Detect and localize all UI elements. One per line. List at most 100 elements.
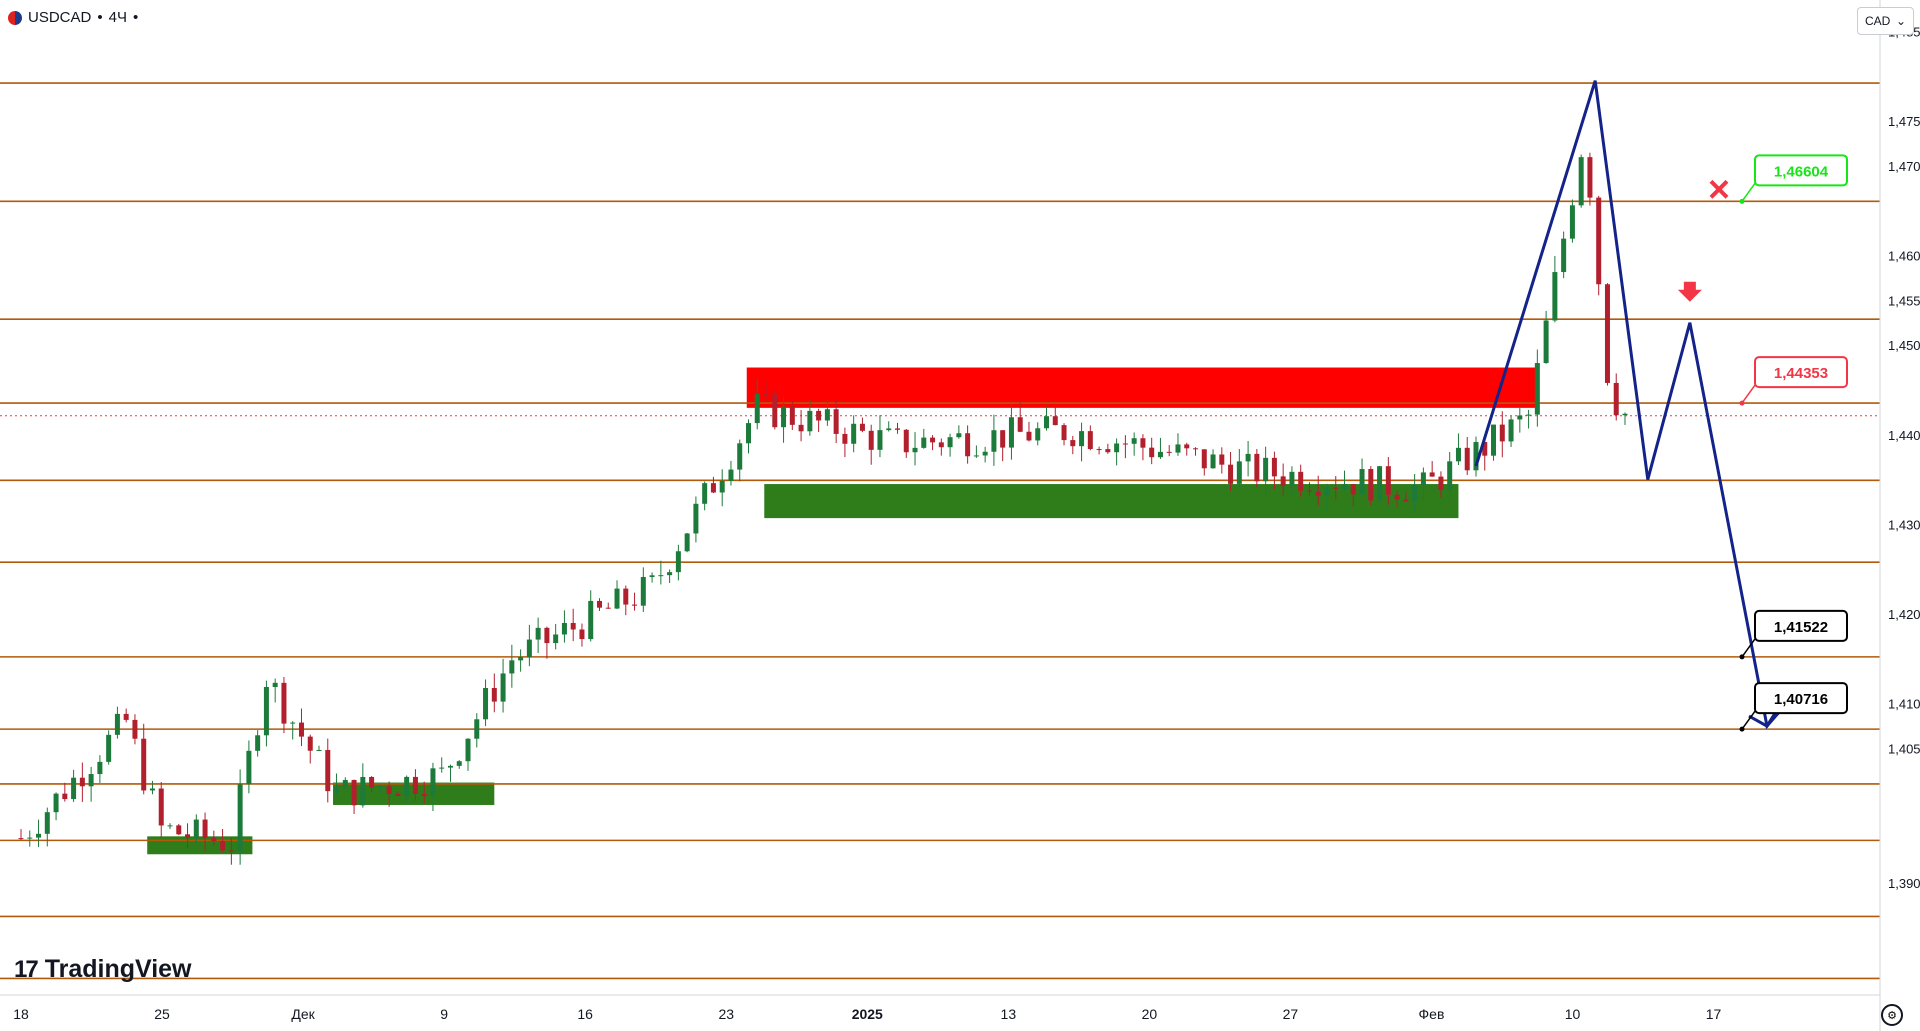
price-axis-panel (1880, 0, 1920, 1031)
candle-body (737, 443, 743, 470)
candle-body (1193, 448, 1199, 450)
candle-body (1394, 494, 1400, 500)
candle-body (877, 430, 883, 450)
candle-body (1473, 442, 1479, 471)
gear-icon[interactable]: ⚙ (1881, 1004, 1903, 1026)
target-callout-label: 1,46604 (1774, 163, 1829, 180)
candle-body (316, 749, 322, 751)
support-zone (147, 836, 253, 855)
candle-body (1438, 476, 1444, 490)
candle-body (1157, 451, 1163, 458)
candle-body (1245, 453, 1251, 462)
candle-body (141, 738, 147, 791)
candle-body (1604, 284, 1610, 383)
candle-body (579, 629, 585, 640)
x-tick-label: Дек (291, 1006, 315, 1022)
currency-button[interactable]: CAD ⌄ (1857, 7, 1914, 35)
candle-body (965, 433, 971, 457)
tradingview-logo[interactable]: 17 TradingView (14, 955, 192, 984)
candle-body (1114, 443, 1120, 453)
candle-body (1228, 464, 1234, 484)
candle-body (851, 423, 857, 444)
candle-body (255, 735, 261, 751)
target-leader (1741, 638, 1756, 658)
y-tick-label: 1,47500 (1888, 114, 1920, 129)
candle-body (106, 734, 112, 762)
candle-body (833, 409, 839, 434)
target-callout-label: 1,40716 (1774, 691, 1828, 708)
candle-body (798, 424, 804, 432)
close-icon (1709, 179, 1729, 199)
candle-body (1482, 442, 1488, 456)
candle-body (263, 686, 269, 736)
y-tick-label: 1,47000 (1888, 159, 1920, 174)
projection-path (1474, 80, 1790, 730)
candle-body (763, 393, 769, 395)
candle-body (1184, 444, 1190, 449)
candle-body (360, 776, 366, 806)
candle-body (1122, 443, 1128, 445)
candle-body (684, 533, 690, 552)
candle-body (1210, 454, 1216, 469)
candle-body (728, 469, 734, 481)
candle-body (483, 687, 489, 720)
x-tick-label: 25 (154, 1006, 170, 1022)
candle-body (167, 825, 173, 827)
candle-body (745, 423, 751, 444)
candle-body (1201, 449, 1207, 469)
candle-body (1026, 431, 1032, 441)
horizontal-levels: 1,479231,466041,452891,443531,434921,425… (0, 73, 1920, 989)
candle-body (1333, 487, 1339, 489)
candle-body (1140, 438, 1146, 448)
candle-body (956, 433, 962, 438)
candle-body (649, 575, 655, 578)
candle-body (526, 639, 532, 658)
timeframe-label: 4Ч (108, 9, 127, 26)
candle-body (632, 604, 638, 606)
candle-body (474, 719, 480, 739)
candle-body (421, 793, 427, 796)
candle-body (395, 794, 401, 796)
candle-body (509, 660, 515, 674)
candle-body (1298, 471, 1304, 491)
candle-body (561, 622, 567, 635)
candle-body (342, 779, 348, 788)
candle-body (1000, 430, 1006, 448)
candle-body (1166, 451, 1172, 453)
tradingview-name: TradingView (44, 955, 192, 983)
candle-body (982, 451, 988, 456)
candle-body (1289, 471, 1295, 487)
zones (147, 367, 1540, 855)
support-zone (764, 484, 1459, 519)
candle-body (132, 719, 138, 739)
candle-body (1044, 416, 1050, 429)
y-tick-label: 1,45000 (1888, 338, 1920, 353)
candle-body (1306, 490, 1312, 492)
y-tick-label: 1,39000 (1888, 876, 1920, 891)
target-leader (1741, 384, 1756, 404)
x-tick-label: 2025 (852, 1006, 883, 1022)
candle-body (702, 483, 708, 504)
candle-body (123, 713, 129, 720)
candle-body (640, 577, 646, 606)
candle-body (97, 761, 103, 775)
candle-body (62, 793, 68, 800)
candle-body (868, 430, 874, 450)
candle-body (71, 777, 77, 800)
candle-body (1517, 415, 1523, 420)
chevron-down-icon: ⌄ (1895, 14, 1906, 28)
candle-body (921, 437, 927, 448)
candle-body (404, 776, 410, 796)
candle-body (1613, 382, 1619, 416)
candle-body (272, 682, 278, 687)
y-tick-label: 1,41000 (1888, 697, 1920, 712)
candle-body (202, 819, 208, 838)
candle-body (79, 777, 85, 787)
candle-body (386, 786, 392, 795)
candle-body (1455, 447, 1461, 462)
target-callout-box (1754, 682, 1848, 715)
x-tick-label: 9 (440, 1006, 448, 1022)
symbol-header[interactable]: USDCAD • 4Ч • (8, 9, 138, 26)
candle-body (824, 409, 830, 421)
